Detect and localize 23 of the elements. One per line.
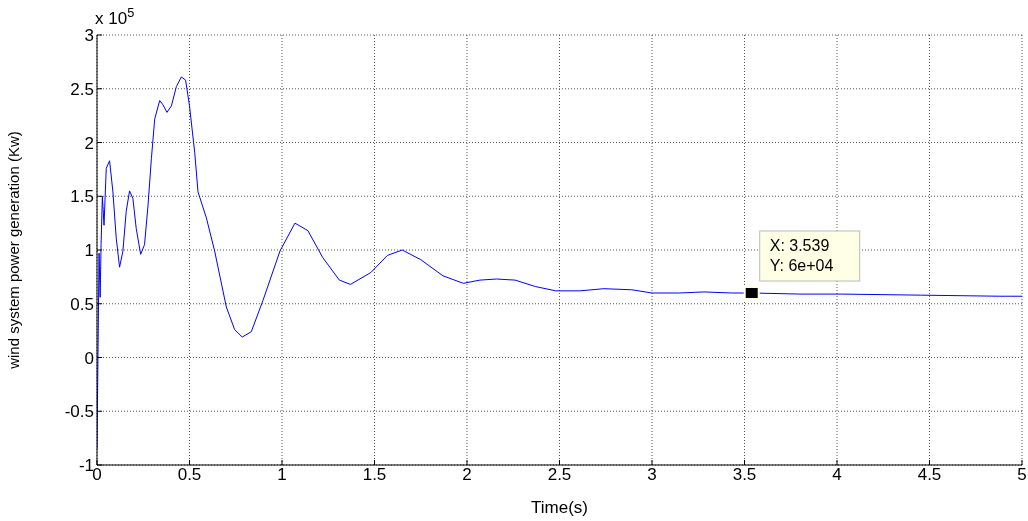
y-tick-label: -1 [78, 456, 94, 476]
x-tick-label: 4 [832, 465, 842, 485]
text: x 10$^{5}$ [95, 4, 135, 28]
x-tick-label: 3.5 [732, 465, 757, 485]
y-tick-label: 2.5 [70, 79, 94, 99]
y-tick-label: 1.5 [70, 187, 94, 207]
y-tick-label: 3 [84, 26, 94, 46]
x-axis-title: Time(s) [531, 498, 588, 517]
x-tick-label: 0.5 [177, 465, 202, 485]
y-tick-label: 2 [84, 133, 94, 153]
x-tick-label: 2.5 [547, 465, 572, 485]
annotation: X: 3.539 Y: 6e+04 [769, 237, 834, 274]
y-tick-label: 0 [84, 348, 94, 368]
x-tick-label: 3 [647, 465, 657, 485]
y-tick-label: -0.5 [64, 402, 94, 422]
x-tick-label: 4.5 [917, 465, 942, 485]
x-tick-label: 5 [1017, 465, 1027, 485]
x-tick-label: 1 [277, 465, 287, 485]
y-axis-title: wind system power generation (Kw) [5, 131, 23, 370]
y-tick-label: 1 [84, 241, 94, 261]
x-tick-label: 2 [462, 465, 472, 485]
y-tick-label: 0.5 [70, 294, 94, 314]
x-tick-label: 1.5 [362, 465, 387, 485]
